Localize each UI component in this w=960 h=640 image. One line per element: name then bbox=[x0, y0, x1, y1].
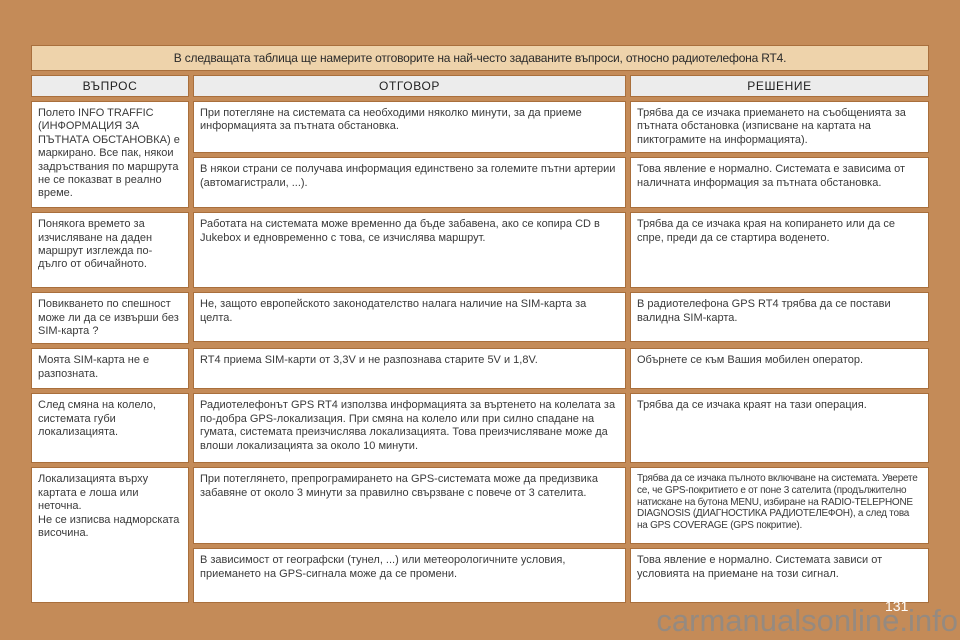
column-header-question: ВЪПРОС bbox=[31, 75, 189, 97]
table-caption: В следващата таблица ще намерите отговор… bbox=[31, 45, 929, 71]
question-cell: Повикването по спешност може ли да се из… bbox=[31, 292, 189, 345]
solution-cell: В радиотелефона GPS RT4 трябва да се пос… bbox=[630, 292, 929, 343]
faq-group-info-traffic: Полето INFO TRAFFIC (ИНФОРМАЦИЯ ЗА ПЪТНА… bbox=[31, 101, 929, 209]
faq-group-route-time: Понякога времето за изчисляване на даден… bbox=[31, 212, 929, 289]
faq-group-map-localization: Локализацията върху картата е лоша или н… bbox=[31, 467, 929, 604]
watermark: carmanualsonline.info bbox=[656, 603, 958, 638]
faq-group-sim-not-recognized: Моята SIM-карта не е разпозната. RT4 при… bbox=[31, 348, 929, 390]
faq-table: В следващата таблица ще намерите отговор… bbox=[31, 45, 929, 604]
answer-cell: В зависимост от географски (тунел, ...) … bbox=[193, 548, 626, 604]
answer-cell: При потеглянето, препрограмирането на GP… bbox=[193, 467, 626, 545]
column-header-solution: РЕШЕНИЕ bbox=[630, 75, 929, 97]
page-number: 131 bbox=[885, 598, 909, 614]
solution-cell: Трябва да се изчака приемането на съобще… bbox=[630, 101, 929, 154]
faq-group-emergency-call: Повикването по спешност може ли да се из… bbox=[31, 292, 929, 345]
question-cell: След смяна на колело, системата губи лок… bbox=[31, 393, 189, 464]
answer-cell: В някои страни се получава информация ед… bbox=[193, 157, 626, 209]
solution-cell: Трябва да се изчака краят на тази операц… bbox=[630, 393, 929, 464]
solution-cell: Това явление е нормално. Системата е зав… bbox=[630, 157, 929, 209]
solution-cell: Това явление е нормално. Системата завис… bbox=[630, 548, 929, 604]
answer-cell: RT4 приема SIM-карти от 3,3V и не разпоз… bbox=[193, 348, 626, 390]
column-header-answer: ОТГОВОР bbox=[193, 75, 626, 97]
solution-cell: Трябва да се изчака пълното включване на… bbox=[630, 467, 929, 545]
solution-cell: Обърнете се към Вашия мобилен оператор. bbox=[630, 348, 929, 390]
answer-cell: Не, защото европейското законодателство … bbox=[193, 292, 626, 343]
question-cell: Полето INFO TRAFFIC (ИНФОРМАЦИЯ ЗА ПЪТНА… bbox=[31, 101, 189, 209]
question-cell: Понякога времето за изчисляване на даден… bbox=[31, 212, 189, 289]
table-header-row: ВЪПРОС ОТГОВОР РЕШЕНИЕ bbox=[31, 75, 929, 97]
answer-cell: При потегляне на системата са необходими… bbox=[193, 101, 626, 154]
solution-cell: Трябва да се изчака края на копирането и… bbox=[630, 212, 929, 289]
answer-cell: Радиотелефонът GPS RT4 използва информац… bbox=[193, 393, 626, 464]
faq-group-wheel-change: След смяна на колело, системата губи лок… bbox=[31, 393, 929, 464]
question-cell: Моята SIM-карта не е разпозната. bbox=[31, 348, 189, 390]
question-cell: Локализацията върху картата е лоша или н… bbox=[31, 467, 189, 604]
answer-cell: Работата на системата може временно да б… bbox=[193, 212, 626, 289]
